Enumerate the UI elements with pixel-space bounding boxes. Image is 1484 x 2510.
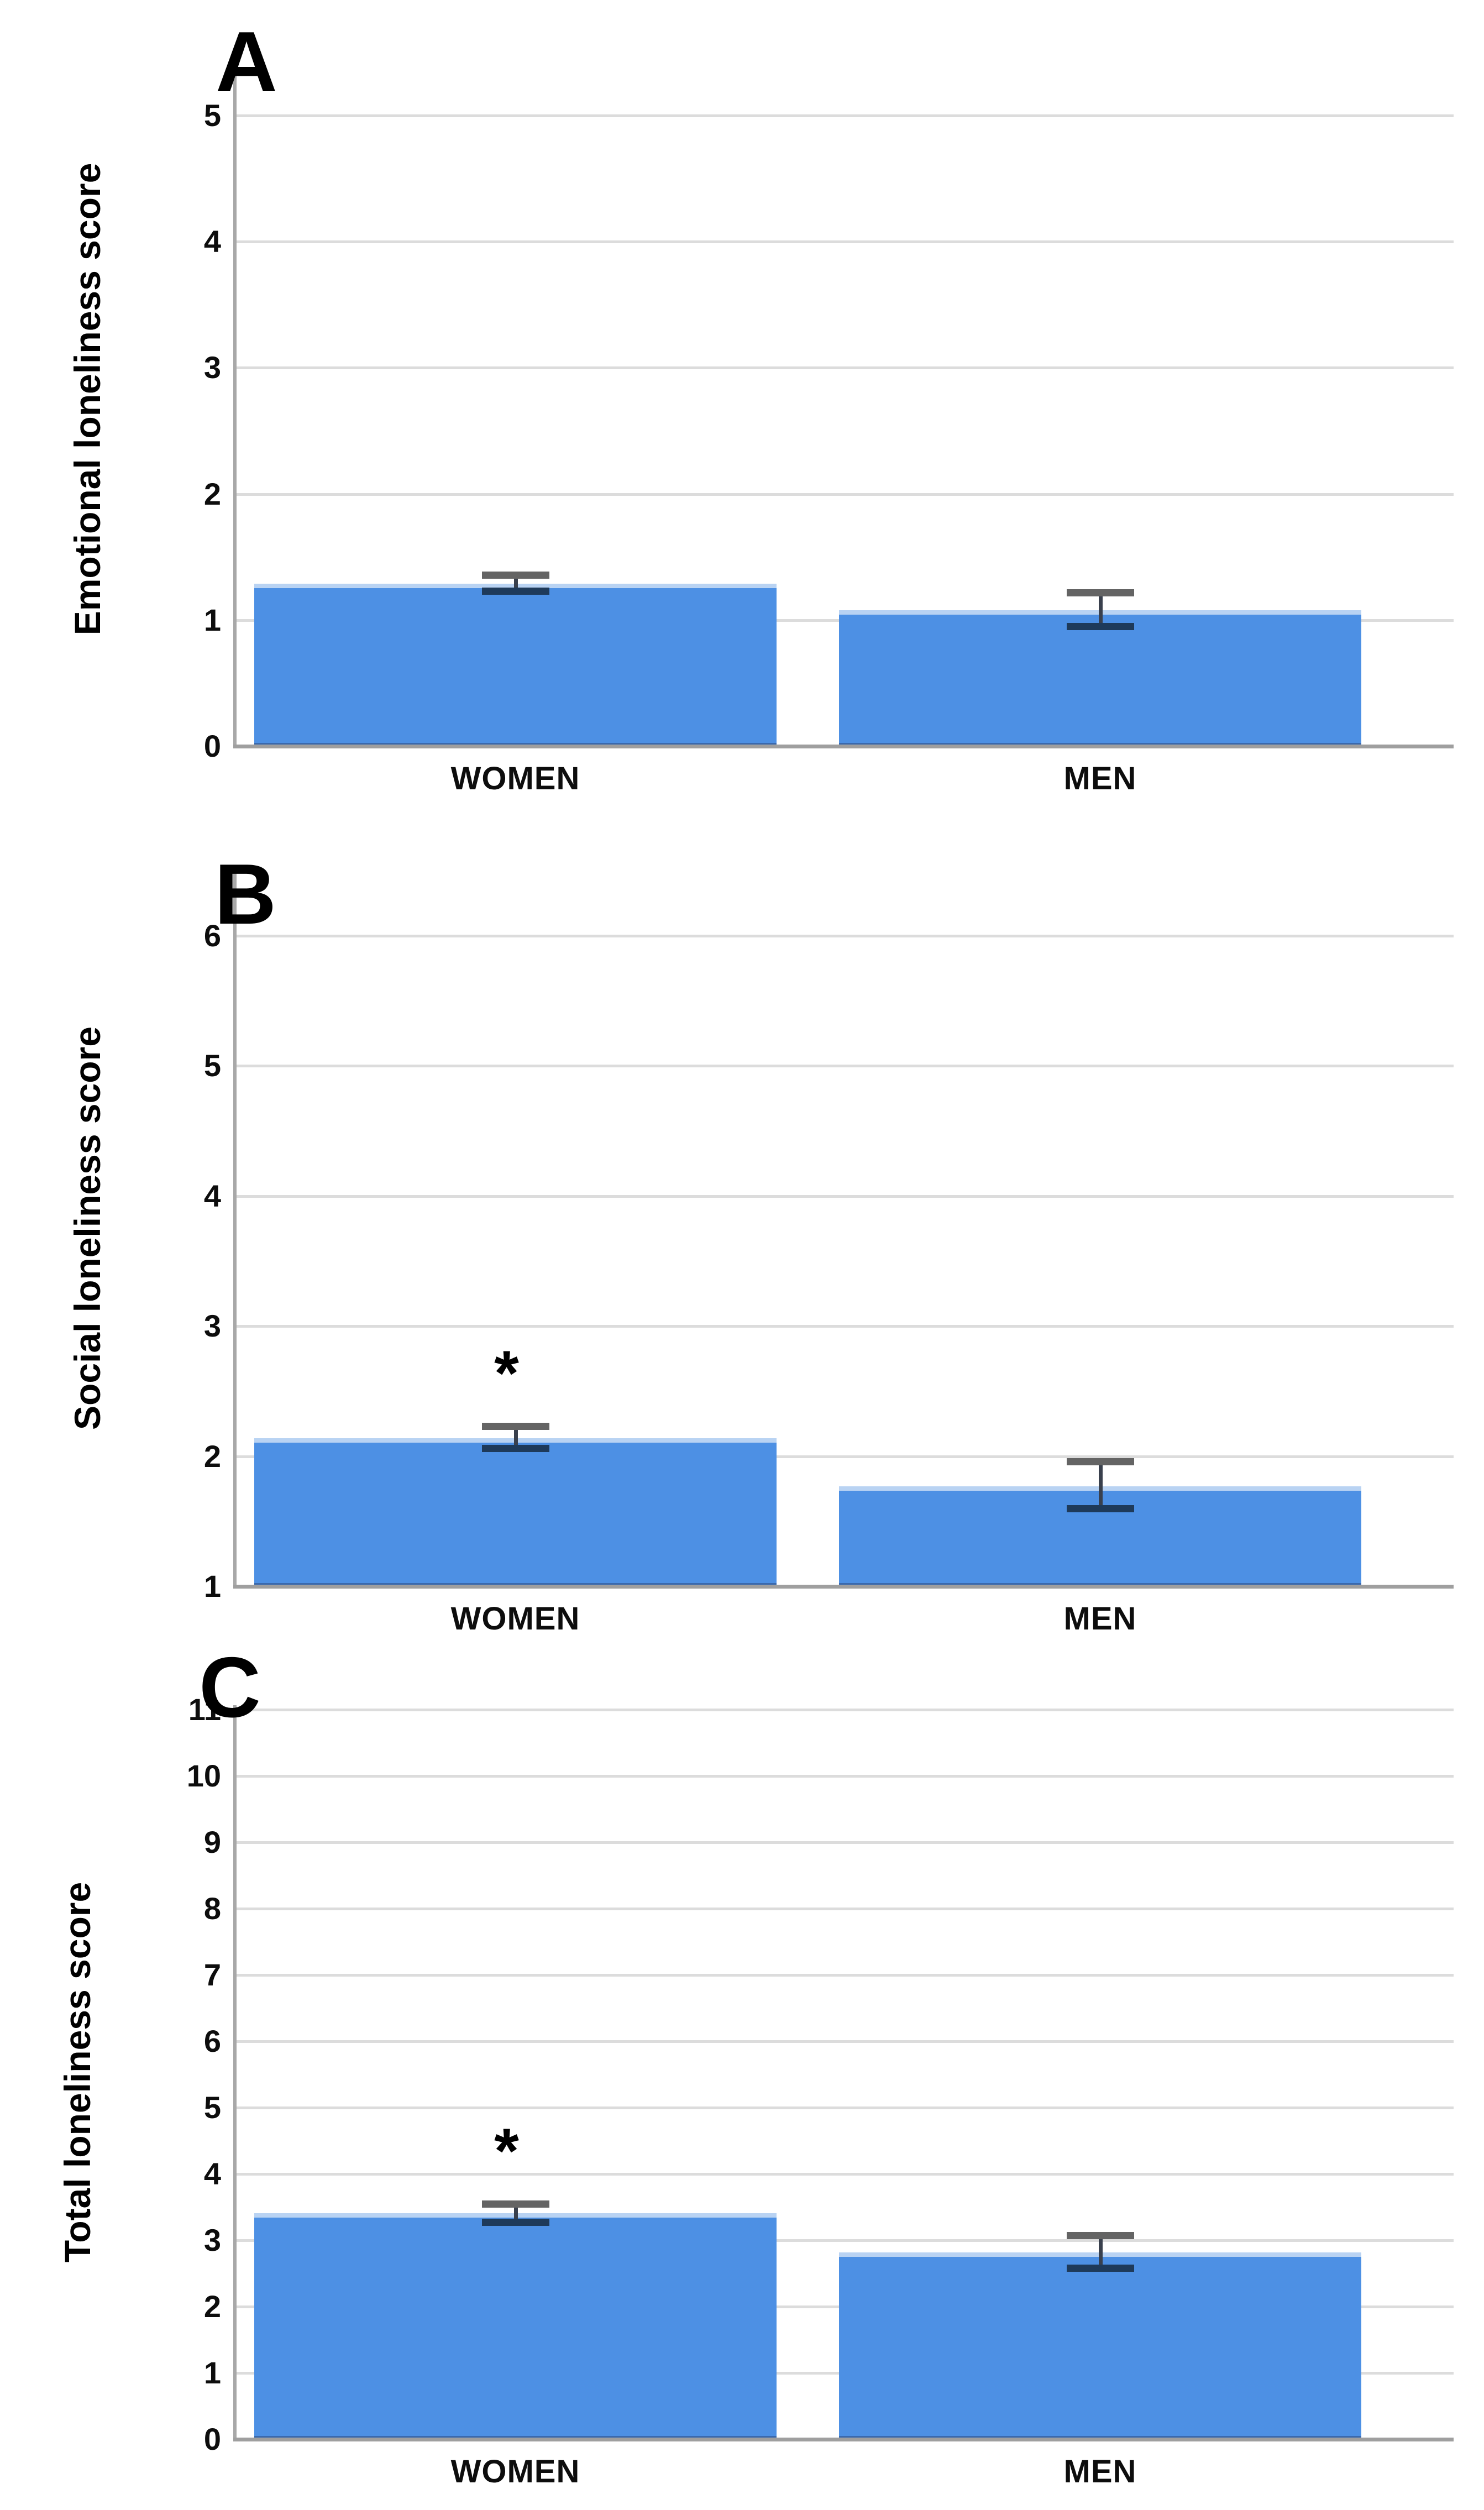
y-gridline [235, 1194, 1454, 1198]
y-gridline [235, 492, 1454, 496]
panel-letter: B [214, 846, 276, 942]
error-bar-line [1098, 1461, 1103, 1508]
x-category-label: MEN [1063, 1601, 1137, 1637]
x-axis-line [233, 2438, 1454, 2441]
error-bar-top-cap [1066, 589, 1134, 596]
y-axis-line [233, 871, 237, 1589]
y-axis-title: Social loneliness score [67, 1026, 108, 1430]
y-tick-label: 1 [203, 2355, 221, 2391]
y-gridline [235, 1841, 1454, 1844]
y-tick-label: 0 [203, 2422, 221, 2456]
y-gridline [235, 2106, 1454, 2110]
significance-asterisk: * [494, 1338, 519, 1409]
y-tick-label: 4 [203, 2156, 221, 2192]
panel-letter: A [216, 14, 277, 109]
y-gridline [235, 2040, 1454, 2043]
bar-men [839, 610, 1361, 746]
x-category-label: WOMEN [450, 2454, 580, 2490]
error-bar-bottom-cap [1066, 2265, 1134, 2272]
error-bar-bottom-cap [481, 588, 549, 595]
x-category-label: MEN [1063, 2454, 1137, 2490]
error-bar-bottom-cap [1066, 1505, 1134, 1512]
y-tick-label: 3 [203, 2223, 221, 2258]
bar-women [254, 2213, 777, 2439]
y-gridline [235, 2173, 1454, 2176]
error-bar-bottom-cap [481, 1445, 549, 1453]
y-tick-label: 11 [188, 1692, 221, 1727]
y-axis-line [233, 53, 237, 748]
y-tick-label: 1 [203, 602, 221, 637]
y-tick-label: 1 [203, 1569, 221, 1604]
y-tick-label: 2 [203, 2289, 221, 2324]
error-bar-top-cap [1066, 1458, 1134, 1465]
y-tick-label: 4 [203, 224, 221, 259]
y-tick-label: 9 [203, 1825, 221, 1860]
y-gridline [235, 1325, 1454, 1328]
y-tick-label: 3 [203, 1308, 221, 1344]
error-bar-line [1098, 592, 1103, 627]
y-axis-title: Total loneliness score [57, 1882, 98, 2263]
y-tick-label: 6 [203, 918, 221, 953]
y-tick-label: 7 [203, 1957, 221, 1993]
y-gridline [235, 1974, 1454, 1977]
y-gridline [235, 934, 1454, 937]
y-gridline [235, 2239, 1454, 2242]
y-tick-label: 6 [203, 2024, 221, 2059]
error-bar-line [513, 1426, 518, 1449]
y-tick-label: 10 [186, 1758, 221, 1794]
y-tick-label: 8 [203, 1891, 221, 1926]
y-gridline [235, 114, 1454, 118]
y-tick-label: 3 [203, 350, 221, 385]
error-bar-line [1098, 2235, 1103, 2268]
y-axis-line [233, 1705, 237, 2441]
y-gridline [235, 1455, 1454, 1458]
error-bar-bottom-cap [1066, 623, 1134, 631]
y-tick-label: 5 [203, 1048, 221, 1083]
bar-women [254, 1438, 777, 1586]
y-gridline [235, 1065, 1454, 1068]
x-axis-line [233, 745, 1454, 748]
error-bar-line [513, 2204, 518, 2222]
bar-women [254, 583, 777, 746]
bar-men [839, 2252, 1361, 2439]
error-bar-top-cap [1066, 2231, 1134, 2239]
y-tick-label: 5 [203, 2090, 221, 2125]
error-bar-bottom-cap [481, 2218, 549, 2226]
x-axis-line [233, 1585, 1454, 1589]
x-category-label: WOMEN [450, 761, 580, 797]
y-tick-label: 4 [203, 1178, 221, 1213]
error-bar-top-cap [481, 1423, 549, 1430]
y-axis-title: Emotional loneliness score [67, 163, 108, 636]
x-category-label: MEN [1063, 761, 1137, 797]
y-tick-label: 5 [203, 98, 221, 133]
y-gridline [235, 1709, 1454, 1712]
error-bar-top-cap [481, 571, 549, 579]
error-bar-top-cap [481, 2200, 549, 2208]
y-gridline [235, 1908, 1454, 1911]
y-tick-label: 2 [203, 476, 221, 511]
error-bar-line [513, 574, 518, 591]
y-gridline [235, 1775, 1454, 1778]
x-category-label: WOMEN [450, 1601, 580, 1637]
y-gridline [235, 366, 1454, 370]
panel-letter: C [199, 1639, 261, 1735]
significance-asterisk: * [494, 2116, 519, 2187]
y-tick-label: 0 [203, 729, 221, 763]
y-tick-label: 2 [203, 1438, 221, 1474]
y-gridline [235, 240, 1454, 244]
